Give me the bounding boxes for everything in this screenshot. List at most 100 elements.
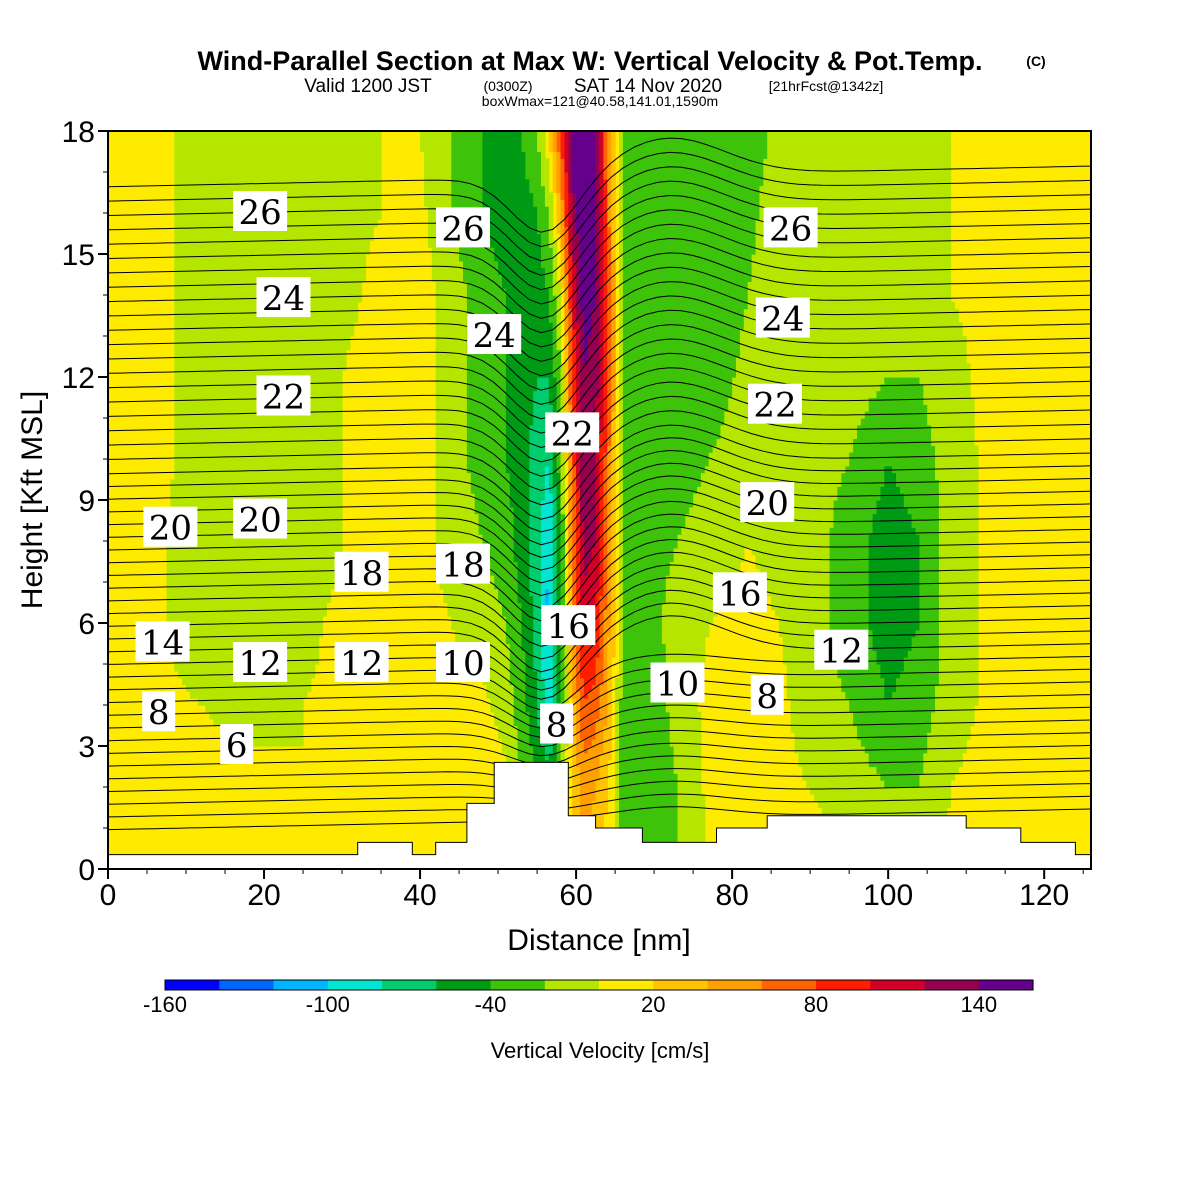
velocity-cell bbox=[560, 158, 565, 166]
velocity-cell bbox=[466, 377, 507, 385]
velocity-cell bbox=[919, 568, 940, 576]
velocity-cell bbox=[572, 356, 577, 364]
velocity-cell bbox=[615, 814, 620, 822]
velocity-cell bbox=[615, 807, 620, 815]
velocity-cell bbox=[548, 752, 558, 761]
contour-label-box bbox=[748, 383, 802, 424]
x-tick-label: 60 bbox=[559, 879, 592, 912]
velocity-cell bbox=[505, 445, 530, 453]
velocity-cell bbox=[619, 233, 624, 241]
velocity-cell bbox=[490, 240, 542, 248]
velocity-cell bbox=[868, 609, 920, 617]
velocity-cell bbox=[712, 445, 854, 453]
velocity-cell bbox=[611, 342, 616, 351]
isentrope-line bbox=[108, 564, 1091, 660]
velocity-cell bbox=[544, 595, 550, 604]
velocity-cell bbox=[572, 206, 577, 214]
velocity-cell bbox=[607, 377, 612, 385]
velocity-cell bbox=[841, 472, 885, 481]
contour-label: 6 bbox=[226, 726, 248, 766]
velocity-cell bbox=[778, 623, 831, 631]
velocity-cell bbox=[556, 752, 562, 761]
velocity-cell bbox=[564, 308, 569, 317]
velocity-cell bbox=[580, 493, 597, 501]
velocity-cell bbox=[622, 219, 757, 228]
contour-label-box bbox=[256, 277, 311, 318]
velocity-cell bbox=[572, 192, 577, 200]
velocity-cell bbox=[849, 705, 936, 713]
velocity-cell bbox=[669, 732, 702, 740]
velocity-cell bbox=[572, 219, 577, 228]
isentrope-line bbox=[108, 395, 1091, 492]
velocity-cell bbox=[619, 329, 624, 337]
velocity-cell bbox=[174, 418, 343, 426]
velocity-cell bbox=[548, 295, 558, 303]
contour-label: 12 bbox=[238, 644, 281, 684]
velocity-cell bbox=[447, 602, 503, 610]
velocity-cell bbox=[572, 479, 577, 487]
velocity-cell bbox=[611, 513, 616, 522]
velocity-cell bbox=[611, 281, 616, 289]
velocity-cell bbox=[778, 616, 831, 624]
velocity-cell bbox=[591, 807, 608, 815]
velocity-cell bbox=[868, 404, 928, 412]
velocity-cell bbox=[864, 411, 928, 419]
velocity-cell bbox=[572, 746, 577, 754]
velocity-cell bbox=[603, 274, 608, 282]
velocity-cell bbox=[564, 677, 569, 686]
velocity-cell bbox=[537, 691, 546, 699]
velocity-cell bbox=[478, 670, 511, 679]
velocity-cell bbox=[541, 575, 554, 583]
contour-label: 10 bbox=[656, 665, 699, 705]
velocity-cell bbox=[607, 520, 612, 528]
velocity-cell bbox=[572, 718, 577, 727]
velocity-cell bbox=[938, 568, 979, 576]
velocity-cell bbox=[611, 465, 616, 474]
velocity-cell bbox=[829, 616, 870, 624]
velocity-cell bbox=[938, 609, 979, 617]
velocity-cell bbox=[513, 541, 530, 549]
velocity-cell bbox=[603, 404, 608, 412]
velocity-cell bbox=[884, 691, 893, 699]
velocity-cell bbox=[513, 520, 530, 528]
velocity-cell bbox=[619, 479, 624, 487]
velocity-cell bbox=[174, 322, 355, 330]
velocity-cell bbox=[466, 281, 503, 289]
velocity-cell bbox=[611, 390, 616, 399]
velocity-cell bbox=[213, 718, 304, 727]
velocity-cell bbox=[767, 131, 952, 139]
velocity-cell bbox=[622, 131, 768, 139]
velocity-cell bbox=[619, 506, 624, 515]
velocity-cell bbox=[505, 349, 554, 358]
velocity-cell bbox=[583, 336, 589, 344]
velocity-cell bbox=[603, 527, 608, 535]
velocity-cell bbox=[568, 595, 573, 604]
velocity-cell bbox=[619, 274, 624, 282]
velocity-cell bbox=[556, 315, 562, 323]
velocity-cell bbox=[568, 247, 573, 255]
velocity-cell bbox=[541, 582, 554, 590]
velocity-cell bbox=[619, 260, 624, 269]
velocity-cell bbox=[556, 158, 562, 166]
velocity-cell bbox=[607, 233, 612, 241]
velocity-cell bbox=[611, 349, 616, 358]
velocity-cell bbox=[603, 199, 608, 207]
velocity-cell bbox=[665, 705, 698, 713]
velocity-cell bbox=[611, 322, 616, 330]
velocity-cell bbox=[552, 541, 558, 549]
velocity-cell bbox=[564, 274, 569, 282]
velocity-cell bbox=[868, 561, 920, 569]
velocity-cell bbox=[622, 342, 741, 351]
velocity-cell bbox=[556, 541, 562, 549]
velocity-cell bbox=[603, 616, 612, 624]
velocity-cell bbox=[537, 677, 546, 686]
velocity-cell bbox=[431, 247, 460, 255]
velocity-cell bbox=[576, 725, 581, 733]
velocity-cell bbox=[868, 397, 924, 405]
velocity-cell bbox=[677, 814, 706, 822]
velocity-cell bbox=[556, 568, 562, 576]
velocity-cell bbox=[556, 165, 562, 173]
velocity-cell bbox=[576, 295, 581, 303]
velocity-cell bbox=[556, 561, 562, 569]
velocity-cell bbox=[451, 165, 484, 173]
